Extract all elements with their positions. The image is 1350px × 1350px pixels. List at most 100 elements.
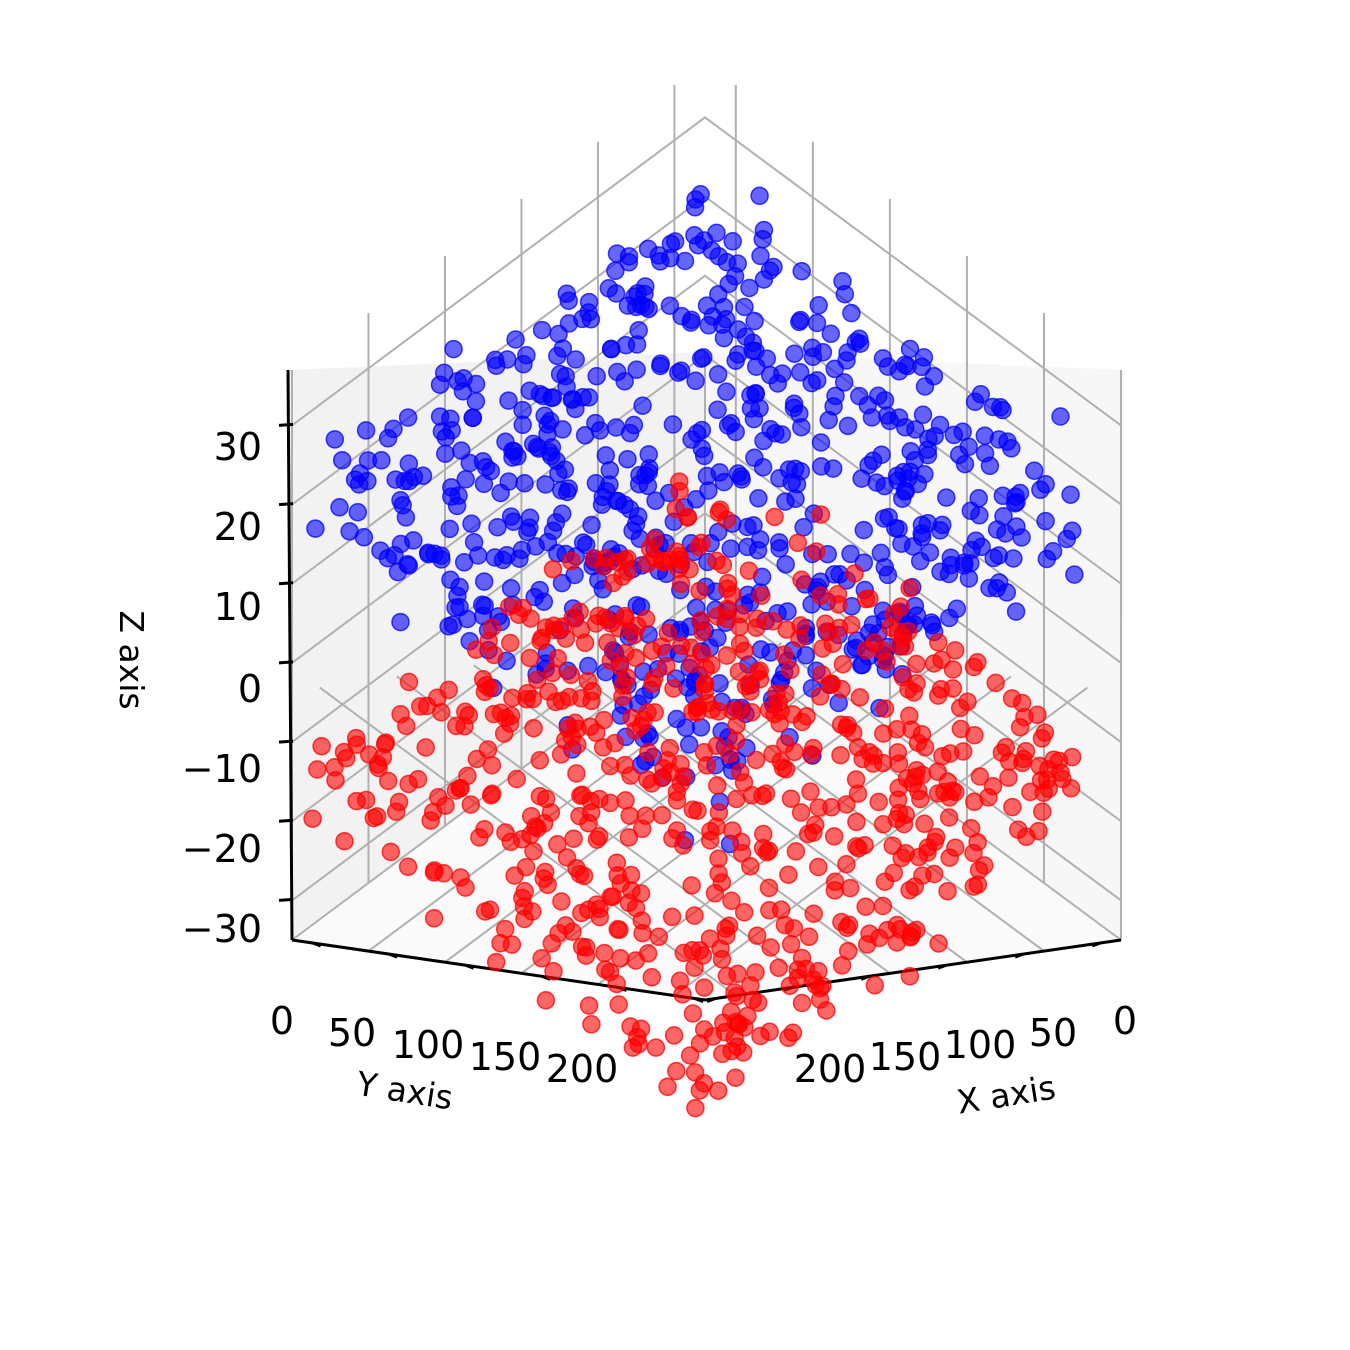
blue-point bbox=[499, 391, 518, 410]
blue-point bbox=[826, 386, 845, 406]
blue-point bbox=[709, 247, 728, 266]
blue-point bbox=[919, 429, 938, 448]
blue-point bbox=[520, 518, 539, 538]
blue-point bbox=[536, 475, 555, 494]
red-point bbox=[837, 854, 856, 874]
red-point bbox=[664, 679, 683, 698]
red-point bbox=[611, 949, 630, 968]
red-point bbox=[626, 898, 646, 918]
red-point bbox=[708, 1081, 728, 1100]
red-point bbox=[564, 829, 583, 848]
red-point bbox=[579, 996, 599, 1015]
blue-point bbox=[356, 421, 376, 440]
red-point bbox=[1010, 717, 1030, 737]
red-point bbox=[697, 756, 717, 775]
red-point bbox=[1033, 802, 1052, 821]
red-point bbox=[929, 633, 948, 652]
red-point bbox=[759, 878, 779, 898]
blue-point bbox=[735, 297, 754, 317]
red-point bbox=[877, 652, 896, 671]
red-point bbox=[690, 1081, 710, 1100]
red-point bbox=[786, 842, 806, 861]
blue-point bbox=[838, 416, 858, 436]
red-point bbox=[559, 687, 579, 707]
red-point bbox=[723, 701, 743, 721]
red-point bbox=[476, 675, 496, 695]
red-point bbox=[373, 748, 393, 767]
red-point bbox=[595, 943, 614, 963]
red-point bbox=[739, 674, 759, 693]
red-point bbox=[728, 964, 747, 984]
red-point bbox=[475, 820, 494, 839]
red-point bbox=[938, 881, 957, 901]
red-point bbox=[849, 838, 868, 858]
z-tick bbox=[278, 739, 294, 744]
red-point bbox=[446, 781, 466, 800]
blue-point bbox=[557, 377, 576, 397]
blue-point bbox=[639, 445, 658, 464]
blue-point bbox=[660, 296, 680, 315]
red-point bbox=[958, 692, 977, 711]
red-point bbox=[754, 824, 773, 844]
blue-point bbox=[874, 509, 894, 528]
red-point bbox=[459, 705, 479, 725]
red-point bbox=[678, 508, 697, 527]
red-point bbox=[779, 865, 798, 884]
red-point bbox=[337, 748, 356, 768]
blue-point bbox=[708, 365, 728, 384]
red-point bbox=[889, 754, 909, 773]
red-point bbox=[888, 790, 908, 809]
blue-point bbox=[910, 551, 930, 571]
blue-point bbox=[540, 411, 560, 431]
red-point bbox=[780, 976, 800, 995]
red-point bbox=[532, 949, 551, 968]
red-point bbox=[530, 751, 550, 770]
red-point bbox=[670, 971, 690, 991]
y-tick bbox=[694, 997, 704, 1003]
blue-point bbox=[685, 198, 705, 217]
red-point bbox=[481, 786, 501, 805]
blue-point bbox=[721, 539, 740, 558]
blue-point bbox=[485, 548, 505, 567]
blue-point bbox=[582, 515, 601, 535]
red-point bbox=[544, 616, 564, 636]
blue-point bbox=[579, 388, 599, 407]
red-point bbox=[693, 946, 713, 965]
blue-point bbox=[838, 343, 857, 362]
red-point bbox=[979, 788, 998, 807]
blue-point bbox=[454, 553, 474, 572]
red-point bbox=[335, 831, 354, 851]
blue-point bbox=[768, 374, 788, 393]
red-point bbox=[622, 708, 641, 727]
blue-point bbox=[776, 555, 795, 574]
blue-point bbox=[809, 296, 828, 315]
red-point bbox=[887, 915, 907, 935]
red-point bbox=[671, 754, 690, 774]
red-point bbox=[688, 801, 707, 820]
red-point bbox=[467, 749, 487, 769]
red-point bbox=[925, 832, 945, 852]
red-point bbox=[804, 904, 823, 923]
blue-point bbox=[488, 517, 507, 537]
red-point bbox=[905, 877, 925, 896]
blue-point bbox=[600, 460, 620, 480]
red-point bbox=[929, 934, 948, 953]
blue-point bbox=[751, 640, 771, 659]
red-point bbox=[709, 803, 729, 822]
red-point bbox=[563, 922, 582, 941]
red-point bbox=[686, 1098, 705, 1118]
red-point bbox=[692, 644, 712, 664]
red-point bbox=[378, 771, 398, 791]
blue-point bbox=[552, 573, 572, 593]
red-point bbox=[538, 875, 557, 895]
red-point bbox=[657, 656, 676, 676]
red-point bbox=[638, 944, 658, 963]
red-point bbox=[943, 660, 963, 679]
red-point bbox=[693, 622, 712, 642]
red-point bbox=[911, 789, 930, 809]
red-point bbox=[781, 934, 801, 954]
blue-point bbox=[751, 246, 770, 266]
blue-point bbox=[699, 481, 718, 500]
red-point bbox=[843, 723, 863, 743]
blue-point bbox=[930, 415, 950, 435]
